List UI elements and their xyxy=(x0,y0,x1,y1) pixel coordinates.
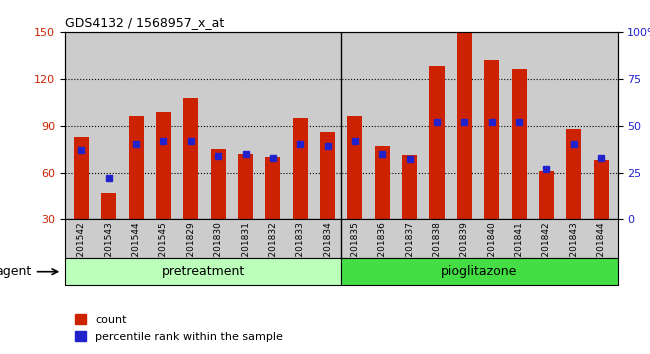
Bar xyxy=(457,32,472,219)
Text: GSM201544: GSM201544 xyxy=(131,222,140,276)
Bar xyxy=(211,149,226,219)
Bar xyxy=(74,137,89,219)
Bar xyxy=(238,154,253,219)
Bar xyxy=(512,69,526,219)
Text: GSM201837: GSM201837 xyxy=(405,222,414,276)
Bar xyxy=(402,155,417,219)
Bar xyxy=(129,116,144,219)
Bar xyxy=(183,97,198,219)
Bar xyxy=(430,66,445,219)
Text: GSM201833: GSM201833 xyxy=(296,222,305,276)
Text: GSM201832: GSM201832 xyxy=(268,222,278,276)
Text: GSM201839: GSM201839 xyxy=(460,222,469,276)
Bar xyxy=(484,60,499,219)
Text: GSM201542: GSM201542 xyxy=(77,222,86,276)
Legend: count, percentile rank within the sample: count, percentile rank within the sample xyxy=(71,310,287,346)
Text: GSM201545: GSM201545 xyxy=(159,222,168,276)
Bar xyxy=(593,160,608,219)
Text: GSM201844: GSM201844 xyxy=(597,222,606,276)
Text: GDS4132 / 1568957_x_at: GDS4132 / 1568957_x_at xyxy=(65,16,224,29)
Bar xyxy=(65,258,341,285)
Bar xyxy=(566,129,581,219)
Text: GSM201840: GSM201840 xyxy=(488,222,496,276)
Bar xyxy=(347,116,363,219)
Text: GSM201838: GSM201838 xyxy=(432,222,441,276)
Text: GSM201543: GSM201543 xyxy=(104,222,113,276)
Bar xyxy=(101,193,116,219)
Text: GSM201829: GSM201829 xyxy=(187,222,195,276)
Text: GSM201842: GSM201842 xyxy=(542,222,551,276)
Text: pioglitazone: pioglitazone xyxy=(441,265,517,278)
Text: pretreatment: pretreatment xyxy=(161,265,245,278)
Bar xyxy=(341,258,618,285)
Text: GSM201836: GSM201836 xyxy=(378,222,387,276)
Bar xyxy=(156,112,171,219)
Text: GSM201830: GSM201830 xyxy=(214,222,223,276)
Text: agent: agent xyxy=(0,265,32,278)
Bar xyxy=(265,157,280,219)
Text: GSM201841: GSM201841 xyxy=(515,222,523,276)
Text: GSM201831: GSM201831 xyxy=(241,222,250,276)
Bar xyxy=(539,171,554,219)
Text: GSM201843: GSM201843 xyxy=(569,222,578,276)
Bar xyxy=(320,132,335,219)
Bar xyxy=(292,118,307,219)
Bar xyxy=(375,146,390,219)
Text: GSM201834: GSM201834 xyxy=(323,222,332,276)
Text: GSM201835: GSM201835 xyxy=(350,222,359,276)
